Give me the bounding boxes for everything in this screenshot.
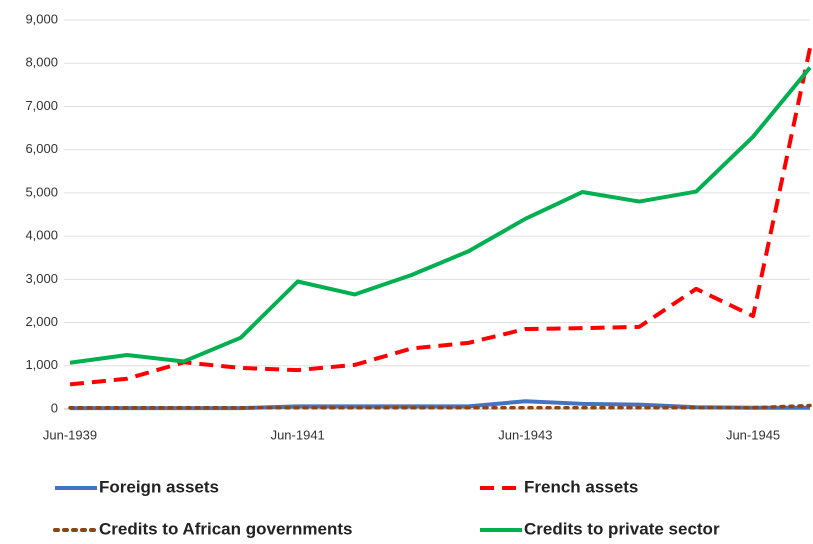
x-tick-label: Jun-1943 bbox=[498, 427, 552, 442]
y-tick-label: 4,000 bbox=[25, 228, 58, 243]
x-tick-label: Jun-1941 bbox=[271, 427, 325, 442]
legend-label: Credits to African governments bbox=[99, 519, 352, 538]
line-series bbox=[69, 47, 812, 387]
y-tick-label: 0 bbox=[51, 400, 58, 415]
line-series bbox=[68, 403, 812, 410]
legend-label: Foreign assets bbox=[99, 477, 219, 496]
line-series bbox=[69, 66, 812, 365]
x-tick-label: Jun-1939 bbox=[43, 427, 97, 442]
y-tick-label: 1,000 bbox=[25, 357, 58, 372]
x-tick-label: Jun-1945 bbox=[726, 427, 780, 442]
y-tick-label: 8,000 bbox=[25, 55, 58, 70]
y-tick-label: 3,000 bbox=[25, 271, 58, 286]
y-tick-label: 5,000 bbox=[25, 184, 58, 199]
legend-label: Credits to private sector bbox=[524, 519, 720, 538]
y-tick-label: 2,000 bbox=[25, 314, 58, 329]
y-tick-label: 7,000 bbox=[25, 98, 58, 113]
legend-label: French assets bbox=[524, 477, 638, 496]
y-tick-label: 6,000 bbox=[25, 141, 58, 156]
y-tick-label: 9,000 bbox=[25, 11, 58, 26]
